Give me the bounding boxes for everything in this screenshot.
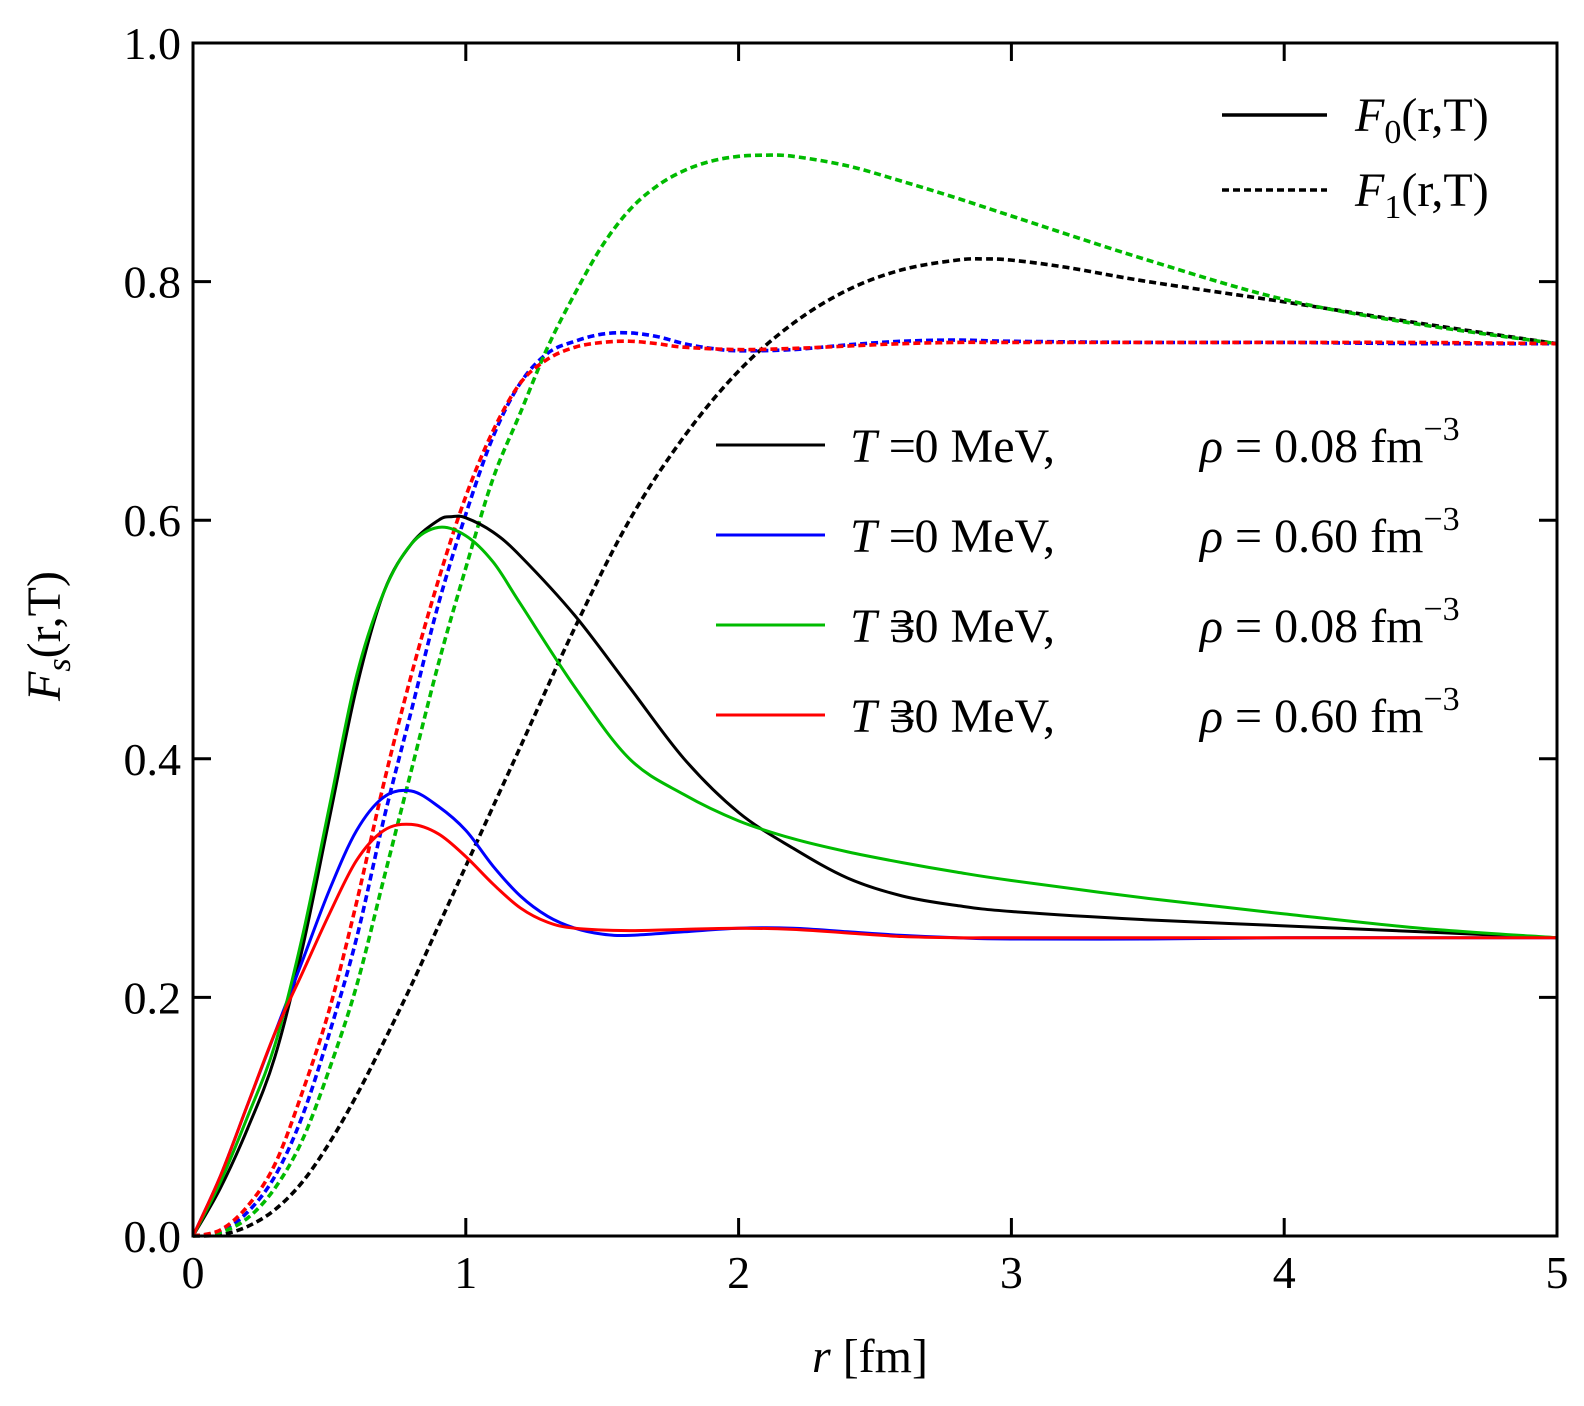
legend-series-density: ρ = 0.60 fm−3	[1198, 501, 1460, 563]
x-tick-label: 5	[1546, 1247, 1569, 1298]
legend-series-density: ρ = 0.60 fm−3	[1198, 681, 1460, 743]
x-tick-label: 0	[182, 1247, 205, 1298]
legend-series-density: ρ = 0.08 fm−3	[1198, 591, 1460, 653]
legend-series: T = 0 MeV, ρ = 0.08 fm−3 T = 0 MeV, ρ = 0.6…	[716, 411, 1460, 743]
legend-series-temperature: T = 30 MeV,	[850, 600, 1055, 653]
legend-line-style: F0(r,T) F1(r,T)	[1222, 89, 1489, 226]
legend-style-label: F1(r,T)	[1354, 164, 1489, 226]
series-line	[191, 514, 1558, 1237]
legend-style-label: F0(r,T)	[1354, 89, 1489, 151]
y-tick-label: 0.8	[124, 257, 182, 308]
series-line	[192, 153, 1558, 1238]
y-tick-label: 0.6	[124, 495, 182, 546]
y-axis-label: Fs(r,T)	[18, 571, 78, 702]
series-line	[191, 822, 1557, 1237]
legend-series-temperature: T = 0 MeV,	[850, 510, 1055, 563]
tick-labels-layer: 0 1 2 3 4 5 0.0 0.2 0.4 0.6 0.8 1.0	[124, 18, 1569, 1298]
curves-layer	[191, 153, 1558, 1238]
ticks-layer	[191, 41, 1559, 1238]
legend-series-density: ρ = 0.08 fm−3	[1198, 411, 1460, 473]
y-tick-label: 0.4	[124, 734, 182, 785]
legend-series-temperature: T = 0 MeV,	[850, 420, 1055, 473]
plot-frame	[191, 41, 1559, 1238]
x-tick-label: 1	[454, 1247, 477, 1298]
y-tick-label: 0.2	[124, 972, 182, 1023]
series-line	[191, 525, 1558, 1237]
x-tick-label: 4	[1273, 1247, 1296, 1298]
series-line	[192, 257, 1558, 1238]
y-tick-label: 0.0	[124, 1211, 182, 1262]
series-line	[192, 339, 1558, 1238]
x-tick-label: 3	[1000, 1247, 1023, 1298]
y-tick-label: 1.0	[124, 18, 182, 69]
x-tick-label: 2	[727, 1247, 750, 1298]
x-axis-label: r [fm]	[812, 1330, 928, 1383]
legend-series-temperature: T = 30 MeV,	[850, 690, 1055, 743]
